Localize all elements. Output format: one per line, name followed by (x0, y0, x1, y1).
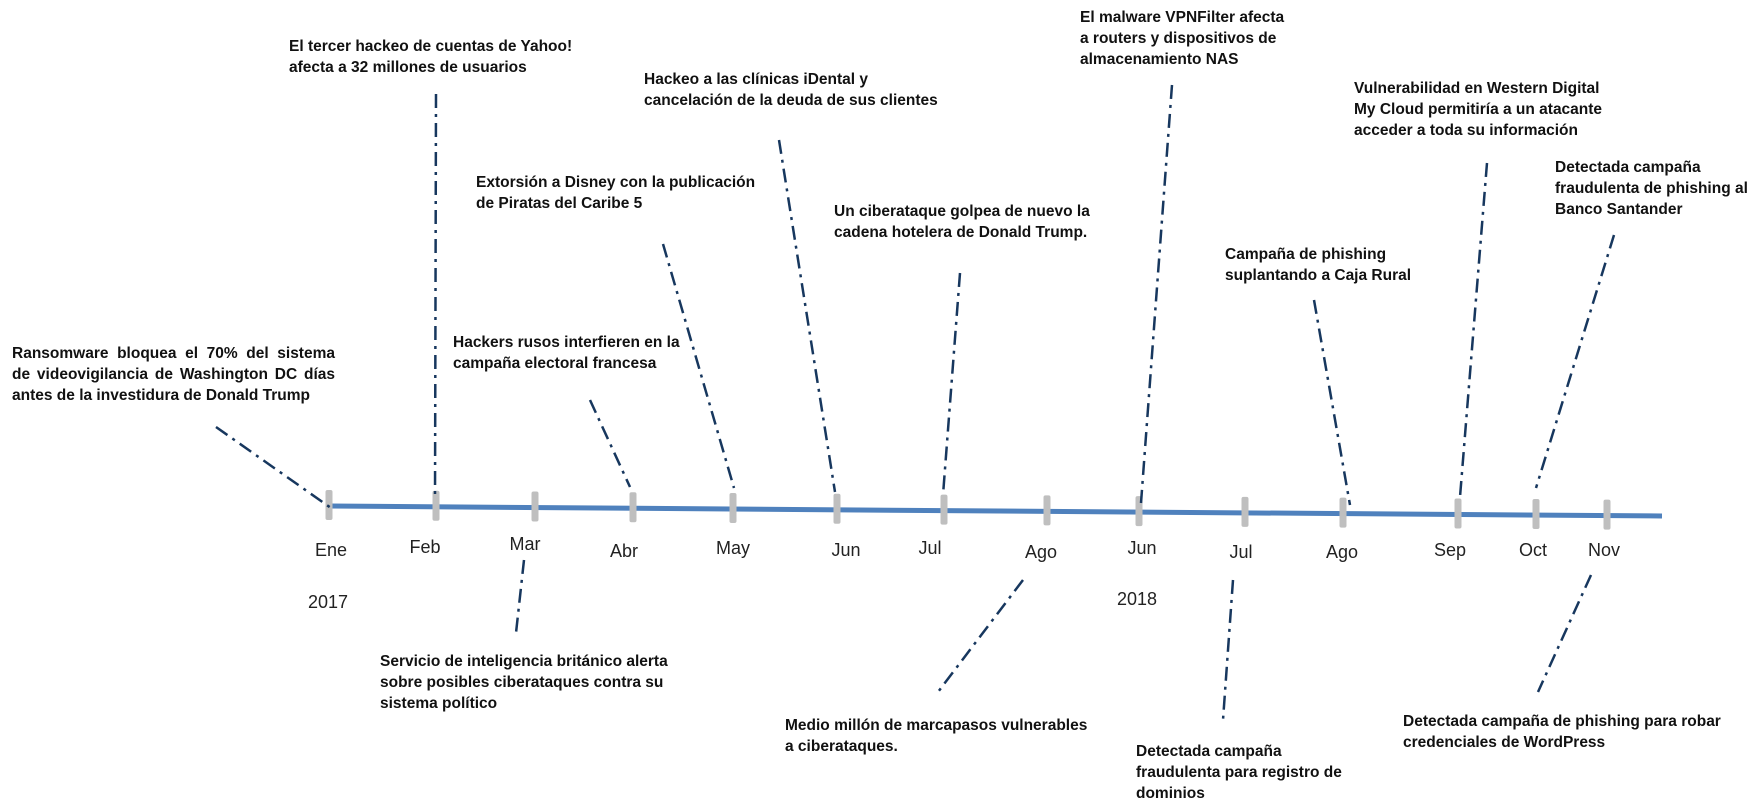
event-pacemakers: Medio millón de marcapasos vulnerables a… (785, 717, 1088, 755)
event-trump-hotels: Un ciberataque golpea de nuevo la cadena… (834, 203, 1090, 241)
event-connector-line (215, 425, 332, 510)
event-idental: Hackeo a las clínicas iDental y cancelac… (644, 71, 938, 109)
month-label: Jun (1127, 538, 1157, 558)
event-connector-line (1458, 162, 1489, 498)
event-connector-line (1312, 299, 1352, 506)
event-western-digital: Vulnerabilidad en Western Digital My Clo… (1354, 80, 1603, 139)
timeline-tick (629, 492, 637, 523)
timeline-tick (325, 489, 333, 520)
event-wordpress: Detectada campaña de phishing para robar… (1403, 713, 1721, 751)
month-label: Abr (609, 541, 639, 561)
timeline-tick (1043, 495, 1051, 526)
month-label: Oct (1518, 540, 1548, 560)
timeline-tick (531, 491, 539, 522)
timeline-tick (432, 490, 440, 521)
timeline-tick (833, 493, 841, 524)
month-label: Feb (409, 537, 441, 557)
event-washington-cctv: Ransomware bloquea el 70% del sistema de… (12, 345, 335, 404)
timeline-ticks (325, 489, 1611, 530)
month-label: Ene (314, 540, 348, 560)
event-connectors (215, 84, 1616, 721)
event-yahoo: El tercer hackeo de cuentas de Yahoo! af… (289, 38, 573, 76)
timeline-tick (940, 494, 948, 525)
event-vpnfilter: El malware VPNFilter afecta a routers y … (1080, 9, 1285, 68)
timeline-tick (1532, 499, 1540, 530)
event-disney: Extorsión a Disney con la publicación de… (476, 174, 756, 212)
event-connector-line (777, 139, 837, 493)
timeline-tick (1135, 496, 1143, 527)
event-connector-line (661, 243, 736, 489)
event-connector-line (937, 579, 1024, 693)
timeline-tick (1241, 496, 1249, 527)
month-label: Ago (1325, 542, 1359, 562)
month-label: Mar (509, 534, 541, 554)
event-connector-line (588, 399, 632, 488)
month-label: Jul (1229, 542, 1253, 562)
year-label: 2018 (1116, 589, 1158, 609)
month-label: May (715, 538, 751, 558)
event-domains: Detectada campaña fraudulenta para regis… (1136, 743, 1342, 802)
timeline-axis (329, 503, 1663, 519)
month-label: Jun (831, 540, 861, 560)
timeline-tick (1603, 499, 1611, 530)
month-label: Nov (1587, 540, 1621, 560)
timeline-tick (1339, 497, 1347, 528)
event-caja-rural: Campaña de phishing suplantando a Caja R… (1225, 246, 1412, 284)
event-connector-line (514, 559, 526, 634)
event-santander: Detectada campaña fraudulenta de phishin… (1555, 159, 1748, 218)
event-connector-line (433, 93, 438, 501)
event-connector-line (1534, 234, 1616, 489)
month-label: Jul (918, 538, 942, 558)
event-connector-line (1221, 579, 1235, 721)
event-uk-intel: Servicio de inteligencia británico alert… (380, 653, 668, 712)
year-label: 2017 (307, 592, 349, 612)
timeline-tick (1454, 498, 1462, 529)
timeline-tick (729, 493, 737, 524)
event-connector-line (1139, 84, 1174, 504)
event-connector-line (941, 272, 962, 496)
event-russian-hackers: Hackers rusos interfieren en la campaña … (453, 334, 680, 372)
month-label: Sep (1433, 540, 1467, 560)
event-connector-line (1536, 574, 1593, 693)
month-label: Ago (1024, 542, 1058, 562)
